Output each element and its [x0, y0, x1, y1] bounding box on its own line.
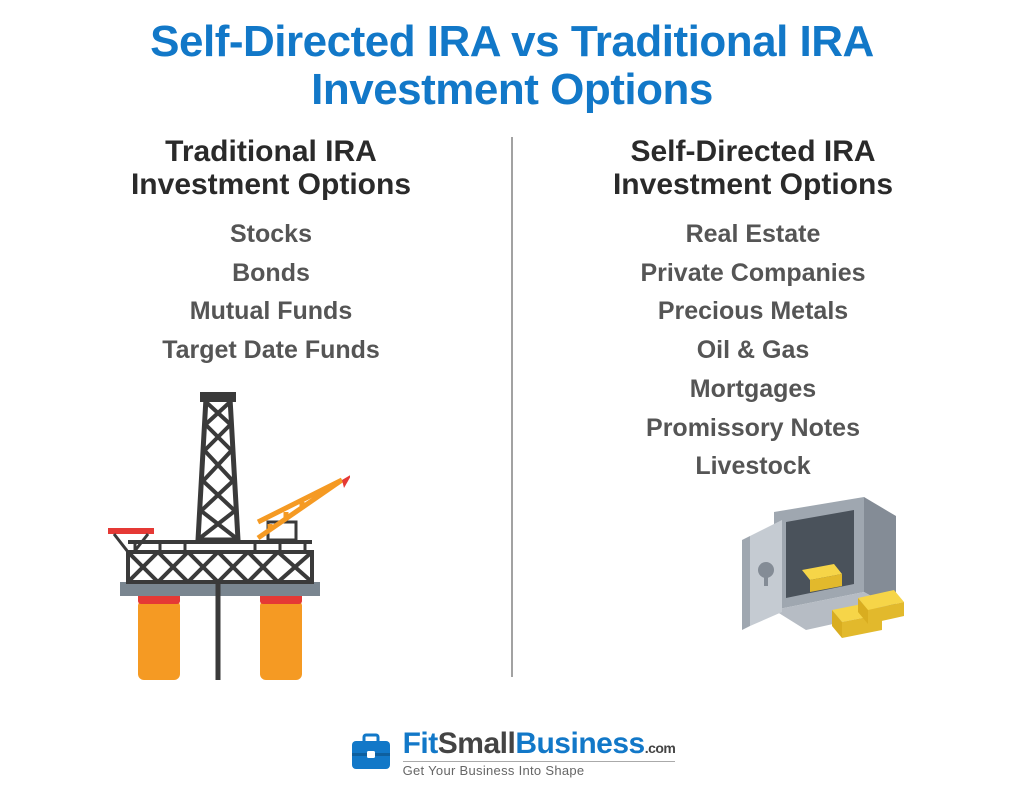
- left-illustration: [50, 380, 492, 680]
- oil-rig-icon: [90, 380, 350, 680]
- logo-business: Business: [515, 727, 644, 760]
- left-items: Stocks Bonds Mutual Funds Target Date Fu…: [50, 215, 492, 370]
- list-item: Target Date Funds: [50, 331, 492, 370]
- right-heading: Self-Directed IRA Investment Options: [532, 135, 974, 201]
- list-item: Private Companies: [532, 254, 974, 293]
- footer-logo: FitSmallBusiness.com Get Your Business I…: [0, 729, 1024, 777]
- left-heading: Traditional IRA Investment Options: [50, 135, 492, 201]
- list-item: Real Estate: [532, 215, 974, 254]
- list-item: Oil & Gas: [532, 331, 974, 370]
- logo-com: .com: [645, 740, 676, 756]
- page-title: Self-Directed IRA vs Traditional IRA Inv…: [0, 0, 1024, 125]
- list-item: Mortgages: [532, 370, 974, 409]
- left-heading-line2: Investment Options: [131, 168, 411, 201]
- list-item: Mutual Funds: [50, 292, 492, 331]
- right-column: Self-Directed IRA Investment Options Rea…: [512, 125, 994, 685]
- list-item: Bonds: [50, 254, 492, 293]
- comparison-columns: Traditional IRA Investment Options Stock…: [0, 125, 1024, 685]
- list-item: Precious Metals: [532, 292, 974, 331]
- list-item: Livestock: [532, 447, 974, 486]
- logo-fit: Fit: [403, 727, 438, 760]
- briefcase-icon: [349, 733, 393, 773]
- list-item: Stocks: [50, 215, 492, 254]
- safe-gold-icon: [724, 492, 924, 652]
- logo-tagline: Get Your Business Into Shape: [403, 761, 676, 777]
- right-heading-line1: Self-Directed IRA: [630, 135, 875, 168]
- logo-small: Small: [438, 727, 516, 760]
- right-items: Real Estate Private Companies Precious M…: [532, 215, 974, 486]
- logo-text: FitSmallBusiness.com Get Your Business I…: [403, 729, 676, 777]
- left-column: Traditional IRA Investment Options Stock…: [30, 125, 512, 685]
- list-item: Promissory Notes: [532, 409, 974, 448]
- right-illustration: [532, 492, 974, 652]
- logo-wordmark: FitSmallBusiness.com: [403, 729, 676, 759]
- left-heading-line1: Traditional IRA: [165, 135, 377, 168]
- right-heading-line2: Investment Options: [613, 168, 893, 201]
